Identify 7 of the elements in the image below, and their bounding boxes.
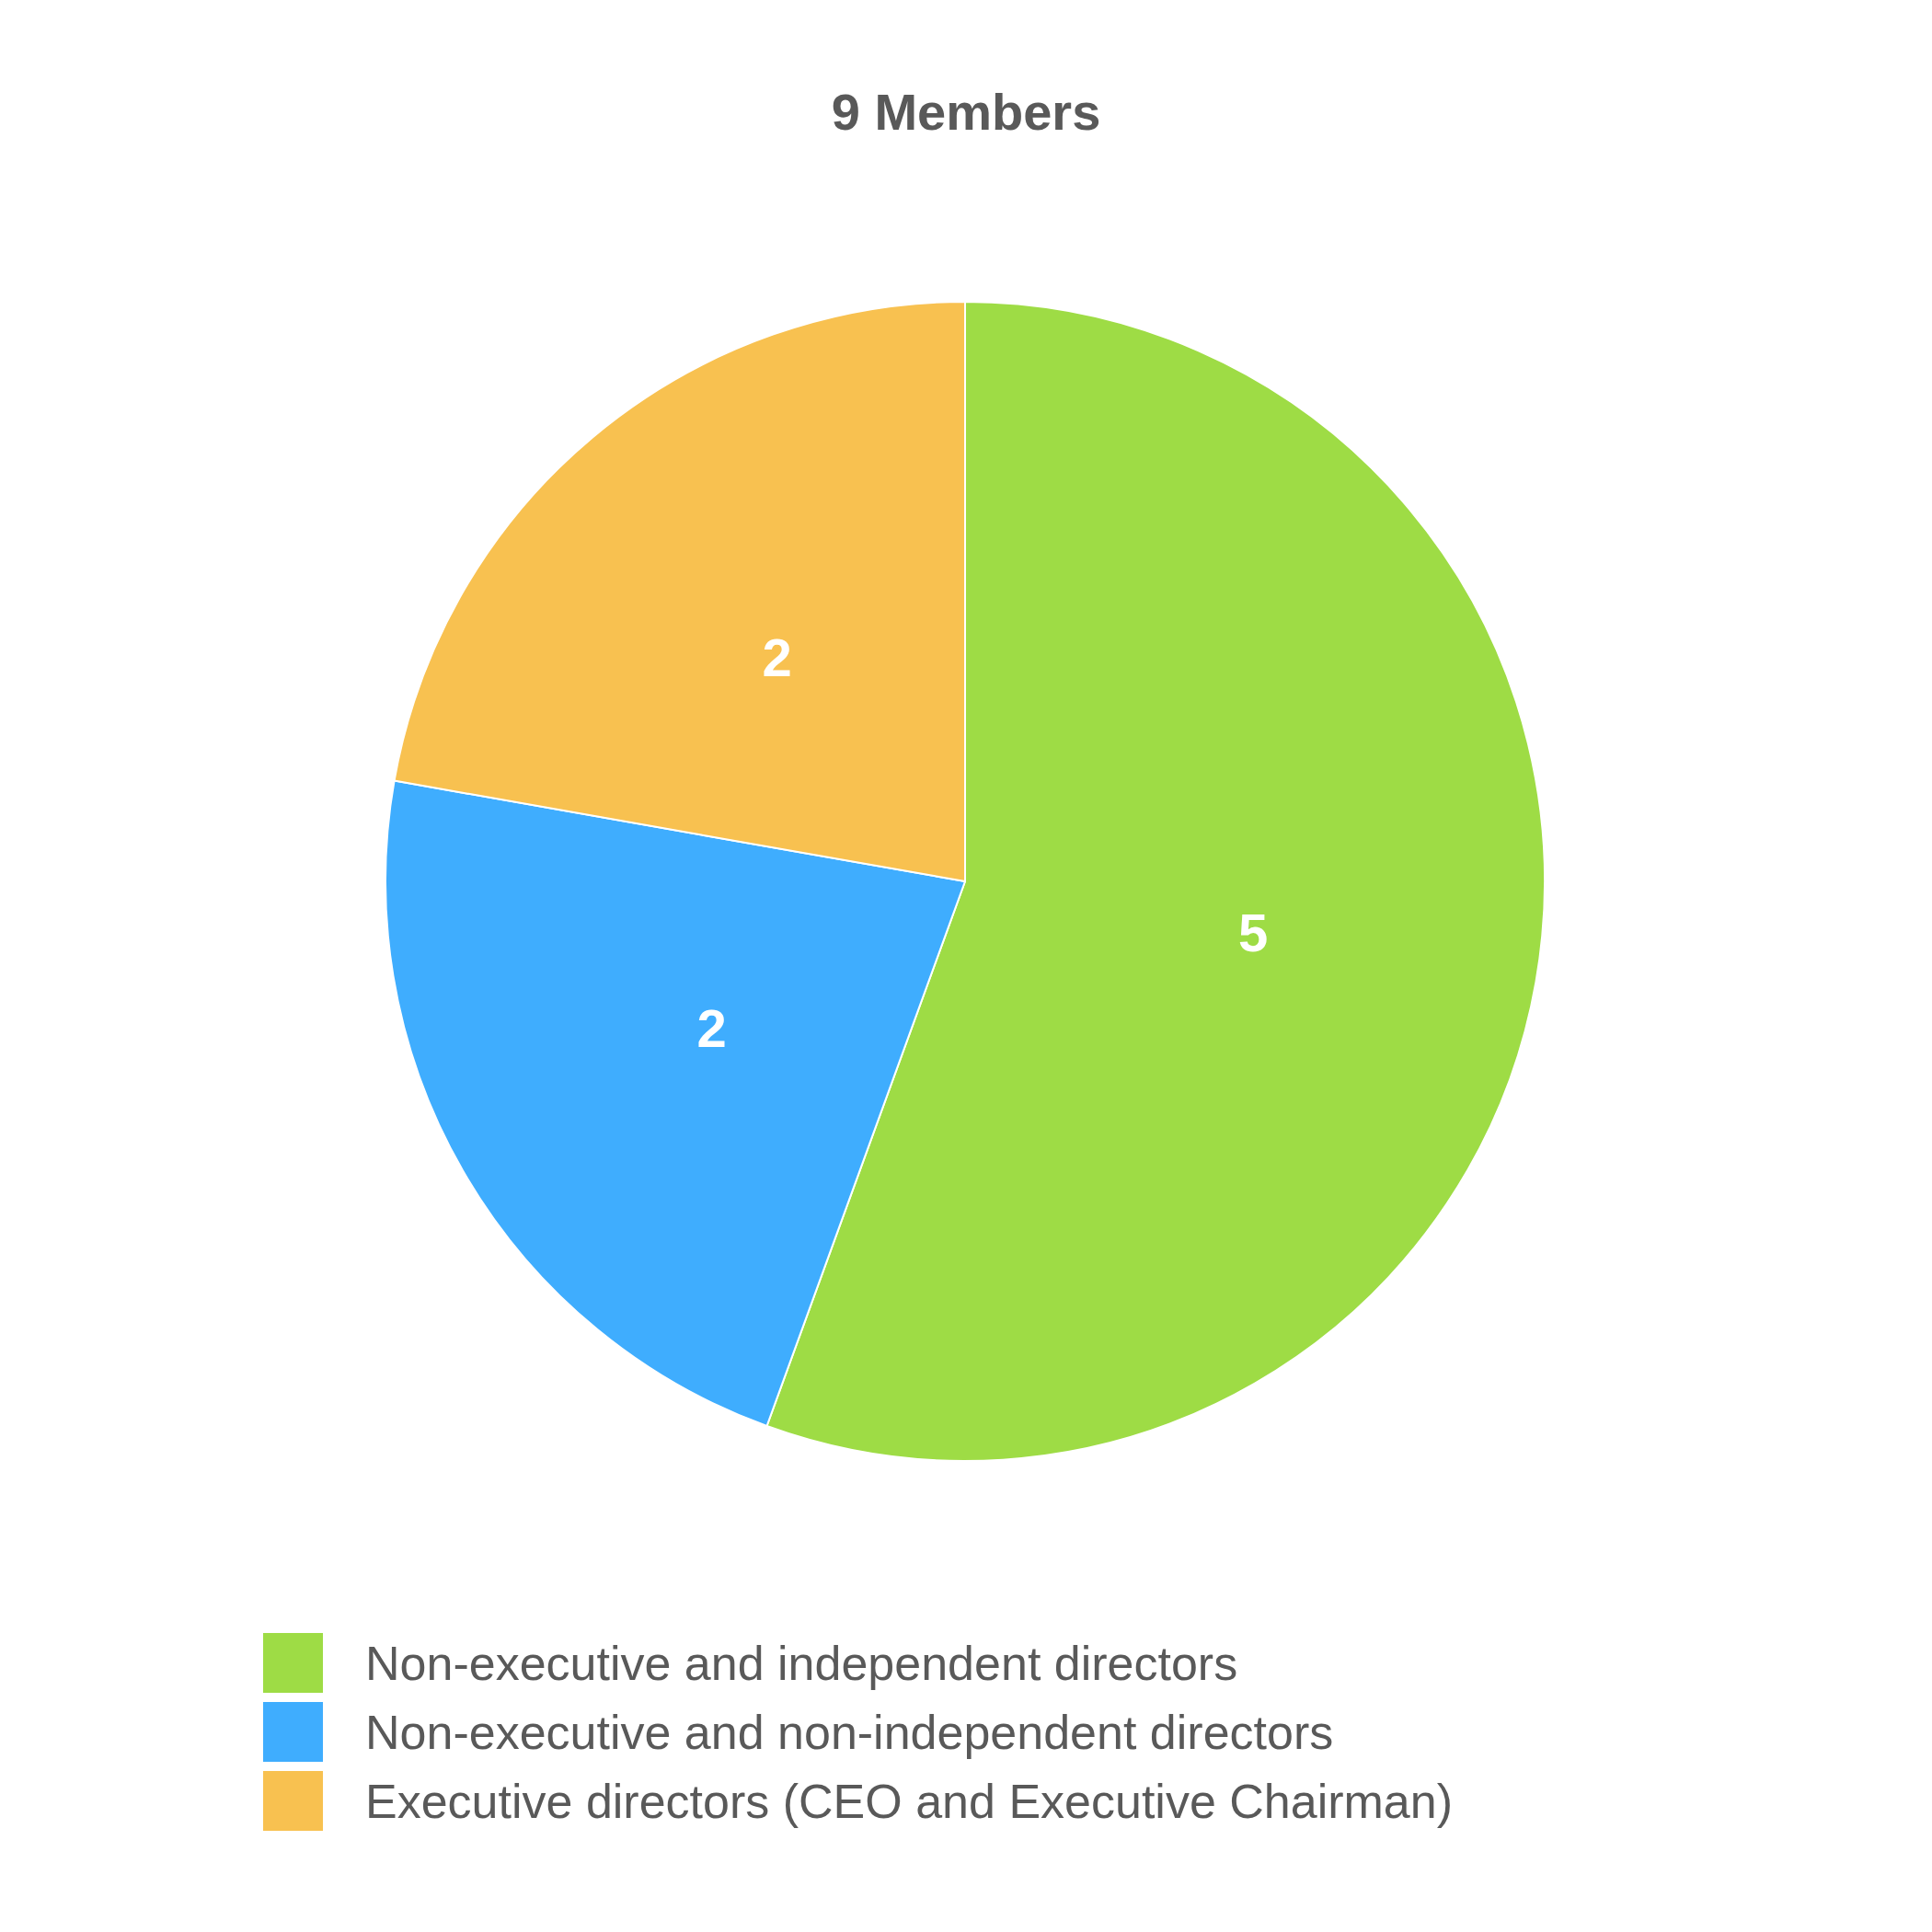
data-label: 5 <box>1238 902 1269 962</box>
legend-label: Non-executive and independent directors <box>365 1636 1238 1690</box>
legend-label: Executive directors (CEO and Executive Chairman) <box>365 1774 1454 1828</box>
legend-label: Non-executive and non-independent directors <box>365 1705 1334 1759</box>
chart-title: 9 Members <box>831 82 1101 141</box>
data-label: 2 <box>762 627 792 687</box>
data-label: 2 <box>696 997 727 1058</box>
